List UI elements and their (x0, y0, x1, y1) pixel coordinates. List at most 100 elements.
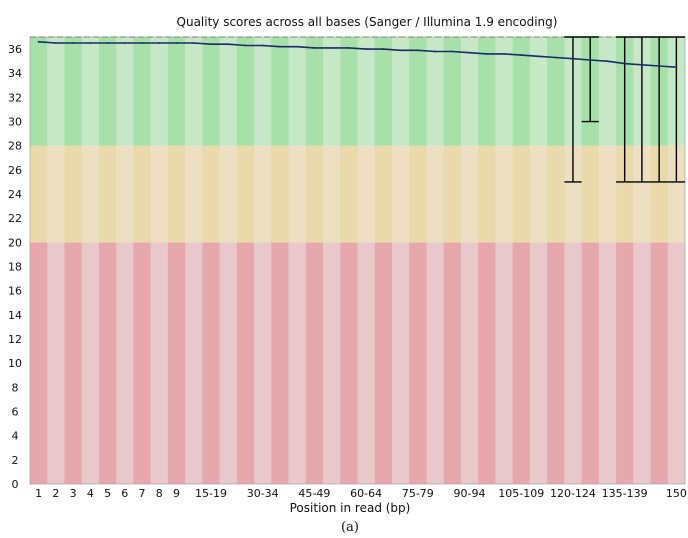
band-1-stripe-1 (47, 145, 65, 243)
series-point-31 (572, 57, 574, 60)
series-point-6 (141, 42, 143, 44)
band-1-stripe-35 (633, 145, 651, 243)
y-tick-label: 2 (12, 454, 19, 467)
band-0-stripe-9 (185, 242, 203, 484)
band-0-stripe-19 (357, 242, 376, 484)
band-1-stripe-36 (650, 145, 669, 243)
band-0-stripe-13 (254, 242, 272, 484)
whisker-1 (581, 36, 599, 123)
series-point-2 (72, 42, 74, 44)
x-tick-label: 1 (35, 487, 42, 500)
x-tick-label: 60-64 (350, 487, 382, 500)
band-2-stripe-16 (305, 37, 324, 146)
band-0-stripe-32 (581, 242, 600, 484)
x-tick-label: 3 (70, 487, 77, 500)
band-1-stripe-15 (288, 145, 307, 243)
whisker-5 (667, 36, 685, 183)
series-point-33 (606, 60, 609, 63)
band-0-stripe-3 (81, 242, 100, 484)
band-0-stripe-1 (47, 242, 65, 484)
band-2-stripe-18 (340, 37, 358, 146)
band-1-stripe-6 (133, 145, 151, 243)
band-0-stripe-4 (98, 242, 117, 484)
x-tick-label: 45-49 (298, 487, 330, 500)
band-0-stripe-16 (305, 242, 324, 484)
band-1-stripe-20 (374, 145, 393, 243)
y-tick-label: 30 (8, 116, 22, 129)
y-tick-label: 16 (8, 285, 22, 298)
band-2-stripe-23 (426, 37, 444, 146)
series-point-28 (520, 54, 523, 57)
band-1-stripe-3 (81, 145, 100, 243)
whisker-2 (616, 36, 634, 183)
y-tick-label: 22 (8, 212, 22, 225)
y-tick-label: 20 (8, 236, 22, 249)
band-2-stripe-17 (323, 37, 341, 146)
band-2-stripe-21 (391, 37, 410, 146)
band-1-stripe-8 (167, 145, 186, 243)
band-2-stripe-22 (409, 37, 427, 146)
series-point-35 (641, 63, 643, 66)
band-1-stripe-27 (495, 145, 513, 243)
band-0-stripe-26 (478, 242, 496, 484)
band-0-stripe-29 (529, 242, 548, 484)
band-0-stripe-28 (512, 242, 531, 484)
y-tick-label: 18 (8, 261, 22, 274)
y-tick-label: 12 (8, 333, 22, 346)
band-0-stripe-37 (667, 242, 686, 484)
quality-bands (30, 37, 686, 484)
band-1-stripe-12 (236, 145, 255, 243)
whisker-4 (650, 36, 668, 183)
band-0-stripe-27 (495, 242, 513, 484)
band-1-stripe-33 (598, 145, 617, 243)
band-2-stripe-8 (167, 37, 186, 146)
band-0-stripe-5 (116, 242, 134, 484)
series-point-29 (537, 55, 540, 58)
x-tick-label: 2 (52, 487, 59, 500)
band-2-stripe-1 (47, 37, 65, 146)
y-tick-label: 36 (8, 43, 22, 56)
band-2-stripe-11 (219, 37, 238, 146)
y-tick-label: 14 (8, 309, 22, 322)
band-0-stripe-33 (598, 242, 617, 484)
band-0-stripe-24 (443, 242, 462, 484)
band-1-stripe-25 (460, 145, 479, 243)
series-point-9 (192, 42, 195, 44)
series-point-11 (227, 43, 230, 46)
whisker-3 (633, 36, 651, 183)
band-0-stripe-35 (633, 242, 651, 484)
band-1-stripe-21 (391, 145, 410, 243)
band-2-stripe-15 (288, 37, 307, 146)
series-point-7 (158, 42, 161, 44)
y-tick-label: 28 (8, 140, 22, 153)
band-1-stripe-24 (443, 145, 462, 243)
band-2-stripe-6 (133, 37, 151, 146)
band-0-stripe-0 (30, 242, 48, 484)
band-1-stripe-23 (426, 145, 444, 243)
band-0-stripe-21 (391, 242, 410, 484)
y-tick-label: 32 (8, 91, 22, 104)
band-0-stripe-6 (133, 242, 151, 484)
x-tick-label: 150 (666, 487, 687, 500)
band-0-stripe-20 (374, 242, 393, 484)
band-0-stripe-36 (650, 242, 669, 484)
band-0-stripe-34 (616, 242, 634, 484)
band-1-stripe-14 (271, 145, 289, 243)
series-point-21 (399, 49, 402, 52)
band-2-stripe-13 (254, 37, 272, 146)
band-2-stripe-33 (598, 37, 617, 146)
series-point-18 (347, 46, 350, 49)
figure-caption: (a) (341, 520, 359, 535)
band-1-stripe-13 (254, 145, 272, 243)
y-tick-label: 4 (12, 430, 19, 443)
x-tick-label: 4 (87, 487, 94, 500)
series-point-0 (37, 40, 40, 43)
chart-title: Quality scores across all bases (Sanger … (177, 15, 558, 29)
x-tick-label: 90-94 (454, 487, 486, 500)
band-1-stripe-22 (409, 145, 427, 243)
plot-frame (29, 36, 686, 485)
series-point-20 (382, 48, 385, 50)
series-point-17 (330, 46, 333, 49)
band-1-stripe-10 (202, 145, 220, 243)
band-1-stripe-16 (305, 145, 324, 243)
